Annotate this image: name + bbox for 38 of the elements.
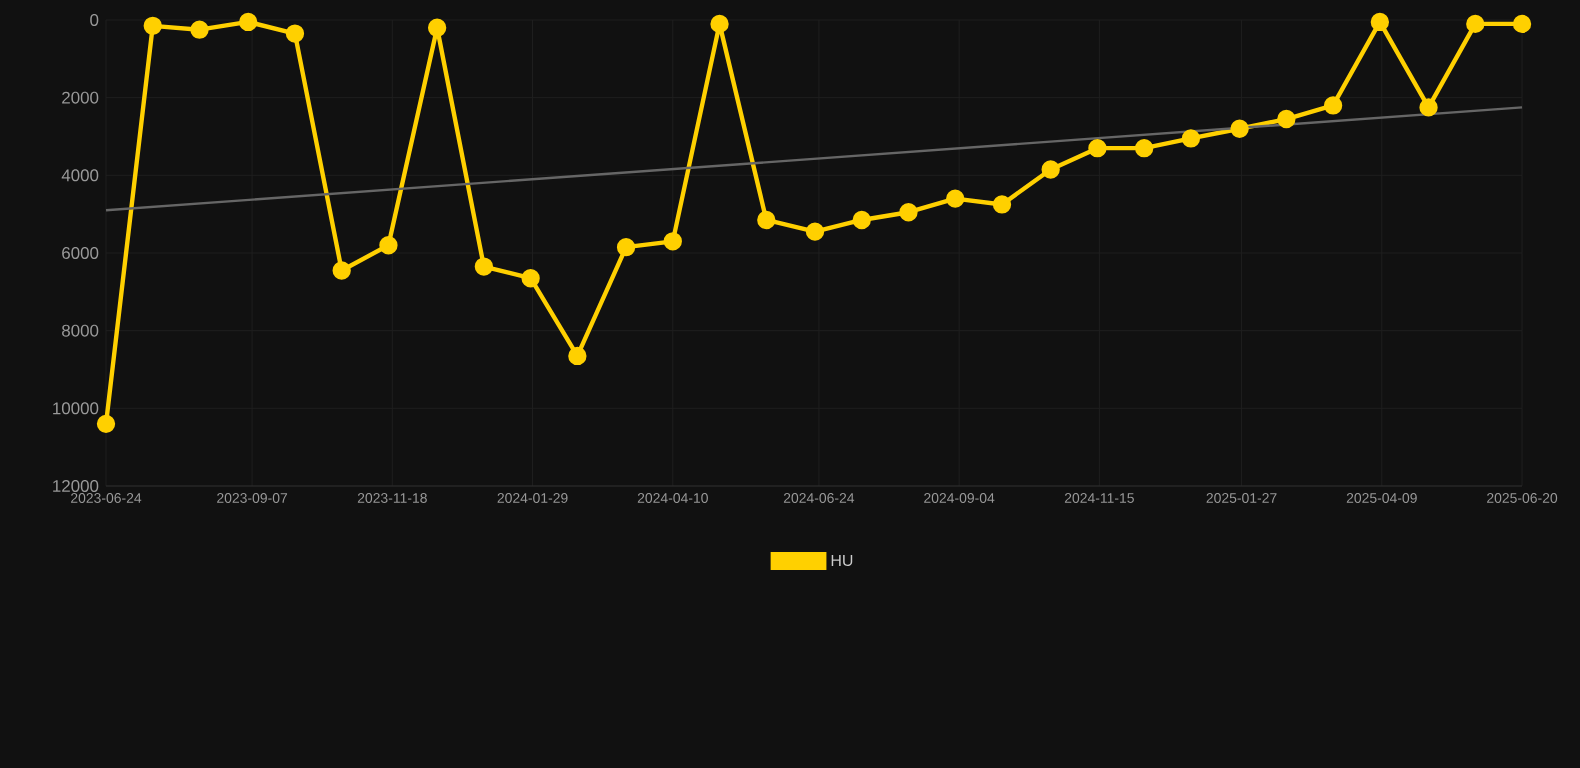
point <box>1041 160 1060 179</box>
point <box>1181 129 1201 148</box>
point <box>757 210 776 230</box>
point <box>1370 12 1390 32</box>
point <box>332 261 351 280</box>
point <box>521 269 540 288</box>
point <box>568 346 587 366</box>
y-tick-label: 6000 <box>62 247 99 259</box>
point <box>992 195 1012 214</box>
y-tick-label: 4000 <box>61 169 99 182</box>
y-tick-label: 0 <box>90 14 99 26</box>
point <box>946 189 965 208</box>
point <box>1135 138 1154 158</box>
point <box>1277 109 1296 129</box>
y-tick-label: 12000 <box>53 480 99 492</box>
point <box>427 18 447 37</box>
y-tick-label: 2000 <box>62 91 99 104</box>
point <box>1323 96 1343 115</box>
point <box>1088 138 1107 158</box>
y-tick-label: 8000 <box>62 324 99 337</box>
point <box>379 236 398 255</box>
point <box>239 12 258 32</box>
point <box>710 14 729 34</box>
point <box>899 203 918 222</box>
point <box>1230 119 1249 138</box>
point <box>474 257 494 276</box>
point <box>616 238 636 257</box>
point <box>190 20 209 39</box>
point <box>663 232 682 251</box>
point <box>96 414 116 434</box>
point <box>805 222 825 241</box>
point <box>143 16 162 35</box>
point <box>1466 14 1485 34</box>
point <box>285 24 305 43</box>
point <box>852 210 871 230</box>
point <box>1419 98 1438 117</box>
point <box>1512 14 1532 34</box>
y-tick-label: 10000 <box>53 402 99 415</box>
